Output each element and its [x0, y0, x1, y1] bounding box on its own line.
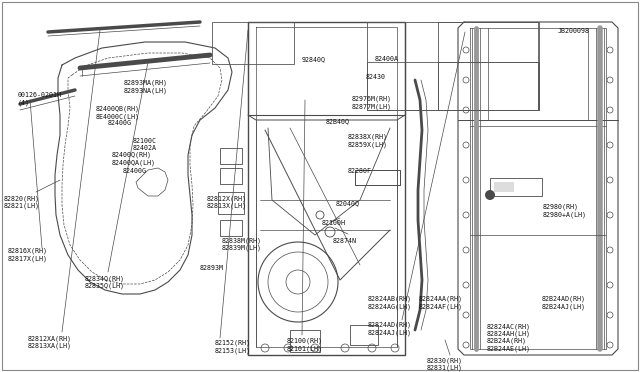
- Text: 82976M(RH)
82877M(LH): 82976M(RH) 82877M(LH): [352, 96, 392, 110]
- Bar: [367, 62, 539, 110]
- Text: 82824AD(RH)
82824AJ(LH): 82824AD(RH) 82824AJ(LH): [368, 322, 412, 336]
- Text: 82152(RH)
82153(LH): 82152(RH) 82153(LH): [215, 340, 251, 354]
- Bar: [218, 192, 244, 214]
- Text: 82834Q(RH)
82835Q(LH): 82834Q(RH) 82835Q(LH): [85, 275, 125, 289]
- Text: 82400G: 82400G: [108, 120, 132, 126]
- Text: 92840Q: 92840Q: [302, 56, 326, 62]
- Text: 82812XA(RH)
82813XA(LH): 82812XA(RH) 82813XA(LH): [28, 335, 72, 349]
- Text: 82400QB(RH)
8E4000C(LH): 82400QB(RH) 8E4000C(LH): [96, 106, 140, 120]
- Text: 82816X(RH)
82817X(LH): 82816X(RH) 82817X(LH): [8, 248, 48, 262]
- Bar: [212, 22, 294, 64]
- Bar: [290, 330, 320, 352]
- Bar: [220, 220, 242, 236]
- Text: 82820(RH)
82821(LH): 82820(RH) 82821(LH): [4, 195, 40, 209]
- Bar: [494, 182, 514, 192]
- Text: 82400A: 82400A: [375, 56, 399, 62]
- Bar: [350, 325, 378, 345]
- Text: 82893MA(RH)
82893NA(LH): 82893MA(RH) 82893NA(LH): [124, 80, 168, 94]
- Bar: [438, 22, 538, 110]
- Text: 00126-0201H
(4): 00126-0201H (4): [18, 92, 62, 106]
- Circle shape: [485, 190, 495, 200]
- Text: 82812X(RH)
82813X(LH): 82812X(RH) 82813X(LH): [207, 195, 247, 209]
- Text: 82B40Q: 82B40Q: [326, 118, 350, 124]
- Text: 82040Q: 82040Q: [336, 200, 360, 206]
- Text: JB200098: JB200098: [558, 28, 590, 34]
- Text: 82824AC(RH)
82824AH(LH)
82B24A(RH)
82B24AE(LH): 82824AC(RH) 82824AH(LH) 82B24A(RH) 82B24…: [487, 323, 531, 352]
- Bar: [367, 22, 539, 110]
- Text: 82430: 82430: [366, 74, 386, 80]
- Text: 82100H: 82100H: [322, 220, 346, 226]
- Text: 82830(RH)
82831(LH): 82830(RH) 82831(LH): [427, 357, 463, 371]
- Text: 82280F: 82280F: [348, 168, 372, 174]
- Text: 82400G: 82400G: [123, 168, 147, 174]
- Text: 82980(RH)
82980+A(LH): 82980(RH) 82980+A(LH): [543, 204, 587, 218]
- Text: 82824AB(RH)
82824AG(LH): 82824AB(RH) 82824AG(LH): [368, 296, 412, 310]
- Text: 82824AA(RH)
82824AF(LH): 82824AA(RH) 82824AF(LH): [419, 296, 463, 310]
- Text: 82100C
82402A: 82100C 82402A: [133, 138, 157, 151]
- Bar: [220, 168, 242, 184]
- Bar: [220, 148, 242, 164]
- Text: 82B24AD(RH)
82B24AJ(LH): 82B24AD(RH) 82B24AJ(LH): [542, 296, 586, 310]
- Bar: [438, 62, 538, 110]
- Text: 82893M: 82893M: [200, 265, 224, 271]
- Text: 82838M(RH)
82839M(LH): 82838M(RH) 82839M(LH): [222, 237, 262, 251]
- Text: 82400Q(RH)
82400QA(LH): 82400Q(RH) 82400QA(LH): [112, 152, 156, 166]
- Text: 82100(RH)
82101(LH): 82100(RH) 82101(LH): [287, 338, 323, 352]
- Bar: [490, 178, 542, 196]
- Text: 82838X(RH)
82859X(LH): 82838X(RH) 82859X(LH): [348, 134, 388, 148]
- Text: 82874N: 82874N: [333, 238, 357, 244]
